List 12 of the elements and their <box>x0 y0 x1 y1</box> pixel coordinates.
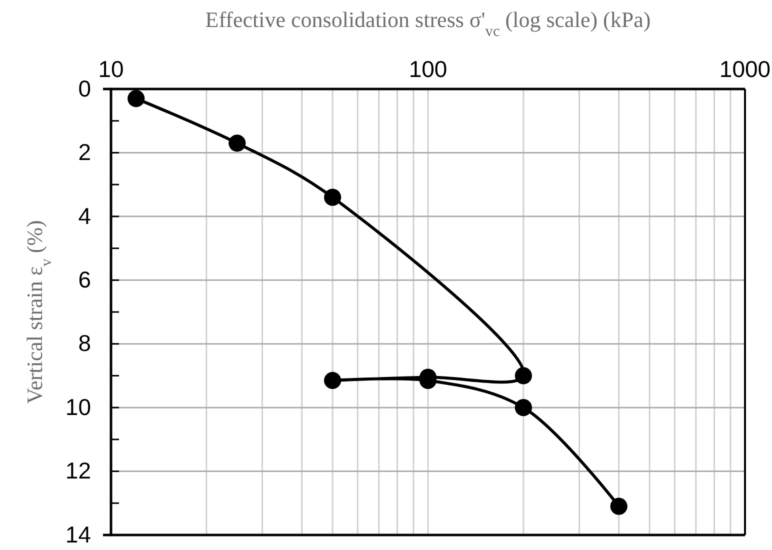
y-tick-label: 6 <box>78 266 91 293</box>
y-tick-label: 2 <box>78 139 91 166</box>
y-tick-label: 10 <box>65 394 91 420</box>
y-tick-label: 8 <box>78 330 91 356</box>
y-tick-label: 12 <box>65 458 91 484</box>
x-tick-label: 10 <box>98 56 124 82</box>
x-tick-label: 100 <box>408 56 448 82</box>
y-tick-label: 4 <box>78 202 92 229</box>
x-tick-label: 1000 <box>719 56 771 82</box>
y-tick-label: 0 <box>78 75 91 102</box>
y-tick-label: 14 <box>65 521 92 548</box>
x-axis-title: Effective consolidation stress σ'$_{vc}$ (log scale) (kPa) <box>205 7 651 40</box>
